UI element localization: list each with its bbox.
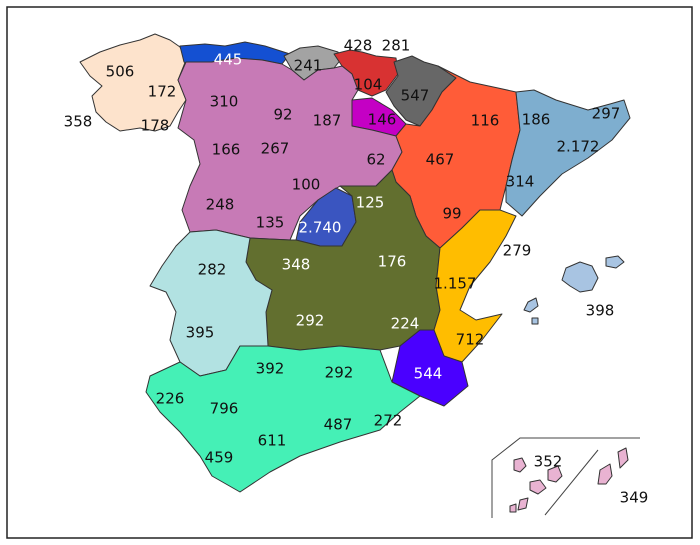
province-value-label: 116 — [471, 112, 500, 130]
province-value-label: 2.172 — [557, 138, 600, 156]
province-value-label: 314 — [506, 173, 535, 191]
province-value-label: 358 — [64, 113, 93, 131]
province-shape — [523, 297, 539, 313]
province-value-label: 104 — [354, 76, 383, 94]
province-shape — [513, 457, 527, 473]
province-shape — [433, 209, 517, 363]
province-shape — [79, 33, 187, 132]
region-cataluna — [505, 89, 631, 217]
province-value-label: 352 — [534, 453, 563, 471]
province-shape — [509, 503, 517, 513]
province-value-label: 292 — [296, 312, 325, 330]
province-value-label: 176 — [378, 253, 407, 271]
province-value-label: 292 — [325, 364, 354, 382]
province-value-label: 445 — [214, 51, 243, 69]
province-value-label: 428 — [344, 37, 373, 55]
province-value-label: 62 — [366, 151, 385, 169]
province-value-label: 297 — [592, 105, 621, 123]
province-value-label: 226 — [156, 390, 185, 408]
province-value-label: 712 — [456, 331, 485, 349]
province-shape — [517, 497, 529, 511]
province-value-label: 398 — [586, 302, 615, 320]
province-value-label: 392 — [256, 360, 285, 378]
province-shape — [505, 89, 631, 217]
province-value-label: 467 — [426, 151, 455, 169]
province-value-label: 99 — [442, 205, 461, 223]
province-value-label: 281 — [382, 37, 411, 55]
province-value-label: 349 — [620, 489, 649, 507]
province-shape — [529, 479, 547, 495]
region-canarias — [509, 447, 629, 513]
province-value-label: 241 — [294, 57, 323, 75]
province-value-label: 146 — [368, 111, 397, 129]
province-value-label: 506 — [106, 63, 135, 81]
province-value-label: 459 — [205, 449, 234, 467]
province-value-label: 92 — [273, 106, 292, 124]
province-value-label: 348 — [282, 256, 311, 274]
province-value-label: 100 — [292, 176, 321, 194]
province-value-label: 224 — [391, 315, 420, 333]
province-value-label: 796 — [210, 400, 239, 418]
province-value-label: 187 — [313, 112, 342, 130]
region-baleares — [523, 255, 625, 325]
canary-islands-inset — [491, 437, 640, 518]
province-value-label: 2.740 — [299, 219, 342, 237]
province-shape — [145, 345, 421, 493]
province-value-label: 178 — [141, 117, 170, 135]
province-value-label: 135 — [256, 214, 285, 232]
province-value-label: 310 — [210, 93, 239, 111]
province-value-label: 279 — [503, 242, 532, 260]
province-shape — [605, 255, 625, 269]
region-comunidad-valenciana — [433, 209, 517, 363]
province-value-label: 272 — [374, 412, 403, 430]
province-value-label: 186 — [522, 111, 551, 129]
province-value-label: 267 — [261, 140, 290, 158]
region-galicia — [79, 33, 187, 132]
province-value-label: 611 — [258, 432, 287, 450]
province-shape — [617, 447, 629, 469]
province-value-label: 487 — [324, 416, 353, 434]
province-value-label: 547 — [401, 87, 430, 105]
province-value-label: 248 — [206, 196, 235, 214]
region-andalucia — [145, 345, 421, 493]
province-value-label: 282 — [198, 261, 227, 279]
province-shape — [547, 465, 563, 483]
province-value-label: 125 — [356, 194, 385, 212]
province-value-label: 395 — [186, 324, 215, 342]
province-value-label: 166 — [212, 141, 241, 159]
province-shape — [597, 463, 613, 485]
province-value-label: 172 — [148, 83, 177, 101]
province-value-label: 544 — [414, 365, 443, 383]
province-shape — [561, 261, 599, 293]
province-value-label: 1.157 — [434, 275, 477, 293]
province-shape — [531, 317, 539, 325]
